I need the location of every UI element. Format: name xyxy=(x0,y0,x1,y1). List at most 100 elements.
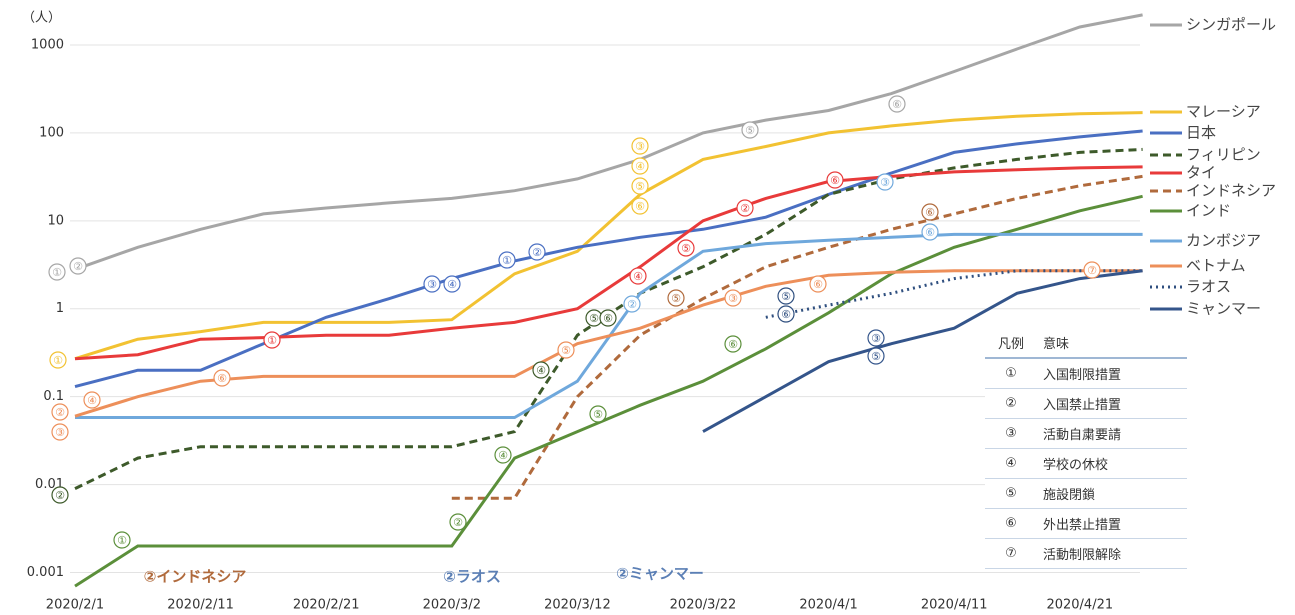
y-tick-label: 1000 xyxy=(31,37,64,52)
series-line xyxy=(74,13,1143,271)
x-tick-label: 2020/2/1 xyxy=(46,598,104,613)
annotation: ① xyxy=(117,534,127,547)
legend-label: カンボジア xyxy=(1186,232,1261,250)
annotation-circle xyxy=(113,531,131,549)
x-tick-label: 2020/3/2 xyxy=(423,598,481,613)
annotation-circle xyxy=(826,171,844,189)
annotation: ④ xyxy=(633,270,643,283)
annotation-circle xyxy=(213,369,231,387)
annotation-circle xyxy=(51,486,69,504)
annotation: ⑤ xyxy=(593,408,603,421)
annotation: ④ xyxy=(635,160,645,173)
annotation: ⑥ xyxy=(925,226,935,239)
table-row: ⑦ 活動制限解除 xyxy=(985,538,1187,569)
annotation-circle xyxy=(51,423,69,441)
annotation: ② xyxy=(740,202,750,215)
table-cell: 活動制限解除 xyxy=(1037,538,1187,569)
annotation: ⑥ xyxy=(781,308,791,321)
annotation-circle xyxy=(49,351,67,369)
annotation: ⑦ xyxy=(1087,264,1097,277)
annotation-circle xyxy=(724,289,742,307)
annotation: ⑤ xyxy=(871,350,881,363)
annotation: ③ xyxy=(635,140,645,153)
series-line xyxy=(74,129,1143,389)
legend-label: シンガポール xyxy=(1186,16,1276,34)
annotation: ② xyxy=(55,489,65,502)
table-cell: ② xyxy=(985,388,1037,419)
series-line xyxy=(451,174,1143,500)
table-row: ② 入国禁止措置 xyxy=(985,388,1187,419)
annotation: ⑥ xyxy=(813,278,823,291)
annotation-circle xyxy=(777,287,795,305)
annotation: ② xyxy=(453,516,463,529)
annotation-circle xyxy=(532,361,550,379)
annotation: ⑤ xyxy=(561,344,571,357)
series-line xyxy=(74,111,1143,361)
annotation-circle xyxy=(263,331,281,349)
table-cell: 学校の休校 xyxy=(1037,448,1187,479)
legend-label: インドネシア xyxy=(1186,182,1276,200)
annotation: ⑤ xyxy=(589,312,599,325)
note: ②インドネシア xyxy=(144,568,247,586)
annotation: ⑥ xyxy=(217,372,227,385)
annotation: ③ xyxy=(871,332,881,345)
annotation-circle xyxy=(921,203,939,221)
annotation-circle xyxy=(629,267,647,285)
table-cell: 意味 xyxy=(1037,328,1187,359)
table-row: ⑤ 施設閉鎖 xyxy=(985,478,1187,509)
table-cell: 活動自粛要請 xyxy=(1037,418,1187,449)
annotation-circle xyxy=(667,289,685,307)
annotation-circle xyxy=(443,275,461,293)
annotation: ⑤ xyxy=(781,290,791,303)
annotation: ⑥ xyxy=(635,200,645,213)
annotation-circle xyxy=(888,95,906,113)
annotation-circle xyxy=(631,177,649,195)
annotation: ① xyxy=(502,254,512,267)
y-tick-label: 0.1 xyxy=(43,389,64,404)
annotation-circle xyxy=(631,197,649,215)
annotation: ④ xyxy=(447,278,457,291)
series-line xyxy=(765,269,1143,319)
annotation: ⑤ xyxy=(671,292,681,305)
annotation: ④ xyxy=(87,394,97,407)
table-cell: ④ xyxy=(985,448,1037,479)
annotation-circle xyxy=(736,199,754,217)
annotation-circle xyxy=(1083,261,1101,279)
annotation: ① xyxy=(267,334,277,347)
annotation: ⑥ xyxy=(892,98,902,111)
x-tick-label: 2020/3/12 xyxy=(544,598,611,613)
annotation-circle xyxy=(498,251,516,269)
annotation-circle xyxy=(528,243,546,261)
legend-label: ミャンマー xyxy=(1186,300,1261,318)
legend-table: 凡例 意味 ① 入国制限措置 ② 入国禁止措置 ③ 活動自粛要請 ④ 学校の休校 ⑤ 施設閉鎖 ⑥ 外出禁… xyxy=(985,328,1187,569)
annotation: ⑥ xyxy=(925,206,935,219)
annotation-circle xyxy=(867,329,885,347)
annotation-circle xyxy=(48,263,66,281)
annotation: ⑥ xyxy=(728,338,738,351)
legend-label: ベトナム xyxy=(1186,257,1246,275)
annotation: ⑤ xyxy=(745,124,755,137)
legend-label: タイ xyxy=(1186,164,1216,182)
table-cell: ⑤ xyxy=(985,478,1037,509)
legend-label: フィリピン xyxy=(1186,146,1261,164)
legend-label: 日本 xyxy=(1186,124,1216,142)
annotation-circle xyxy=(557,341,575,359)
annotation: ⑤ xyxy=(681,242,691,255)
annotation: ③ xyxy=(728,292,738,305)
annotation: ⑥ xyxy=(603,312,613,325)
annotation-circle xyxy=(741,121,759,139)
table-cell: ① xyxy=(985,358,1037,389)
series-line xyxy=(74,165,1143,361)
table-cell: 凡例 xyxy=(985,328,1037,359)
annotation-circle xyxy=(867,347,885,365)
annotation: ⑤ xyxy=(635,180,645,193)
annotation-circle xyxy=(809,275,827,293)
x-tick-label: 2020/2/21 xyxy=(293,598,360,613)
y-tick-label: 0.001 xyxy=(27,565,64,580)
table-row: ⑥ 外出禁止措置 xyxy=(985,508,1187,539)
table-row: ③ 活動自粛要請 xyxy=(985,418,1187,449)
table-cell: 入国禁止措置 xyxy=(1037,388,1187,419)
annotation: ④ xyxy=(498,449,508,462)
annotation: ④ xyxy=(536,364,546,377)
